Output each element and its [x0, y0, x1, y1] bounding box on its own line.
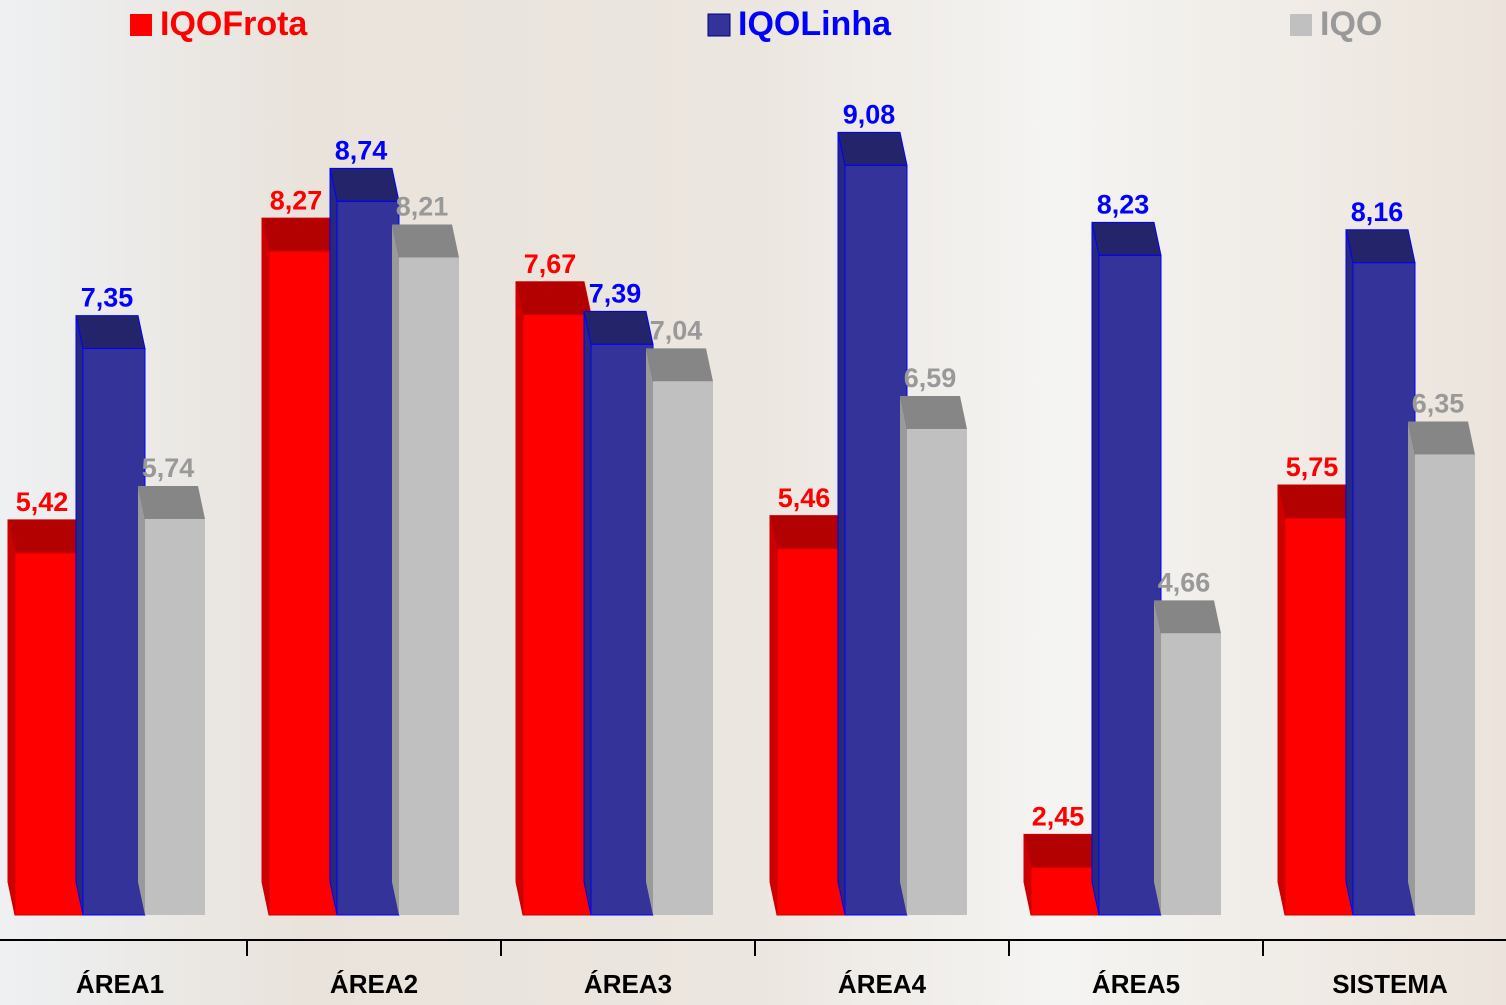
data-label: 8,16 [1351, 197, 1404, 227]
bar [83, 349, 145, 915]
legend-swatch [1290, 14, 1312, 36]
bar-top [1278, 485, 1353, 518]
bar [777, 549, 845, 915]
x-tick-label: ÁREA4 [838, 969, 927, 999]
data-label: 5,42 [16, 487, 69, 517]
legend-swatch [130, 14, 152, 36]
data-label: 5,74 [142, 453, 195, 483]
bar-top [1024, 834, 1099, 867]
bar [523, 315, 591, 915]
bar-top [392, 225, 459, 258]
bar [145, 519, 205, 915]
bar-side [646, 348, 653, 915]
x-tick-label: ÁREA3 [584, 969, 672, 999]
chart: IQOFrota IQOLinha IQO ÁREA1 5,42 7,35 5,74 ÁREA… [0, 0, 1506, 1005]
bar [399, 258, 459, 915]
bar-top [770, 516, 845, 549]
data-label: 7,39 [589, 278, 642, 308]
bar [269, 251, 337, 915]
bar [15, 553, 83, 915]
bar-side [8, 520, 15, 915]
bar [591, 344, 653, 915]
bar-top [1408, 421, 1475, 454]
data-label: 8,74 [335, 136, 388, 166]
bar-side [1092, 222, 1099, 915]
bar [1285, 518, 1353, 915]
bar-side [392, 225, 399, 915]
legend-label: IQOFrota [160, 5, 308, 43]
bar [1099, 255, 1161, 915]
x-tick-label: ÁREA1 [76, 969, 164, 999]
bar-side [516, 282, 523, 915]
data-label: 7,67 [524, 249, 577, 279]
bar-side [584, 311, 591, 915]
data-label: 8,23 [1097, 190, 1150, 220]
data-label: 9,08 [843, 100, 896, 130]
bar-side [330, 168, 337, 915]
bar-side [262, 218, 269, 915]
data-label: 5,75 [1286, 452, 1339, 482]
bar-top [900, 396, 967, 429]
bar-top [646, 348, 713, 381]
data-label: 7,35 [81, 283, 134, 313]
data-label: 6,35 [1412, 389, 1465, 419]
bar [653, 381, 713, 915]
bar-side [838, 132, 845, 915]
data-label: 4,66 [1158, 567, 1211, 597]
data-label: 2,45 [1032, 801, 1085, 831]
data-label: 6,59 [904, 363, 957, 393]
bar-top [584, 311, 653, 344]
bar-side [900, 396, 907, 915]
data-label: 8,21 [396, 192, 449, 222]
bar-top [1154, 600, 1221, 633]
bar [845, 165, 907, 915]
data-label: 8,27 [270, 185, 323, 215]
bar [1353, 263, 1415, 915]
bar-top [262, 218, 337, 251]
x-tick-label: ÁREA5 [1092, 969, 1180, 999]
bar-top [1346, 230, 1415, 263]
bar [1161, 633, 1221, 915]
legend-label: IQO [1320, 5, 1382, 43]
bar [1415, 454, 1475, 915]
bar [1031, 867, 1099, 915]
bar-side [1154, 600, 1161, 915]
bar-side [770, 516, 777, 915]
bar-side [76, 316, 83, 915]
bar-top [138, 486, 205, 519]
bar-top [8, 520, 83, 553]
bar-side [1278, 485, 1285, 915]
bar-top [1092, 222, 1161, 255]
data-label: 7,04 [650, 316, 703, 346]
bar-top [330, 168, 399, 201]
bar-side [1408, 421, 1415, 915]
bar-side [138, 486, 145, 915]
bar-top [838, 132, 907, 165]
x-tick-label: SISTEMA [1332, 969, 1448, 999]
bar-top [76, 316, 145, 349]
bar-side [1346, 230, 1353, 915]
bar [337, 201, 399, 915]
data-label: 5,46 [778, 483, 831, 513]
legend-swatch [708, 14, 730, 36]
bar-top [516, 282, 591, 315]
legend-label: IQOLinha [738, 5, 892, 43]
bar [907, 429, 967, 915]
x-tick-label: ÁREA2 [330, 969, 418, 999]
